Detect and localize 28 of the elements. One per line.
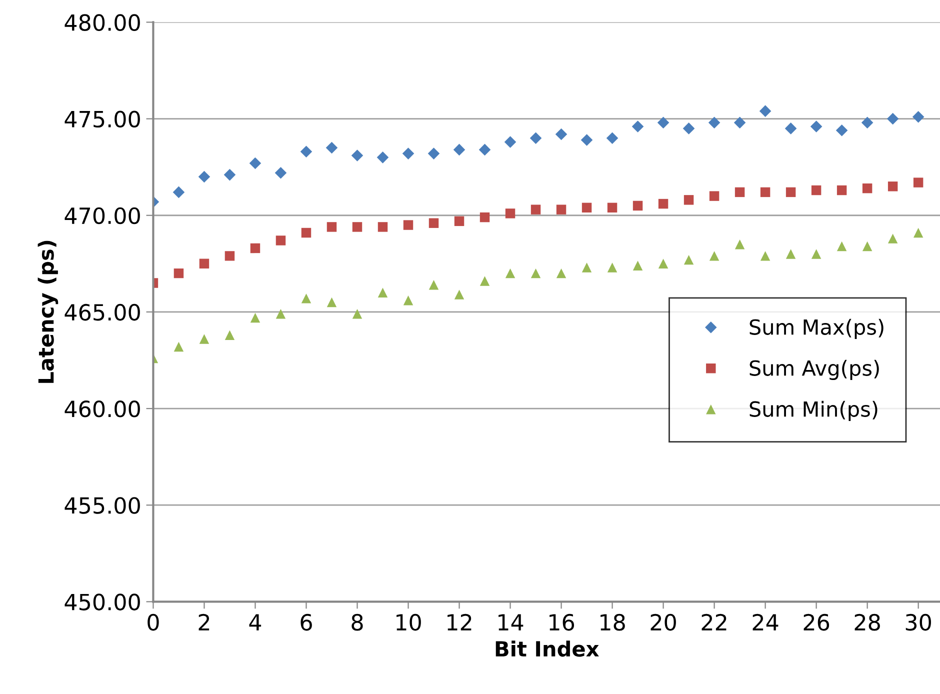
x-tick-label: 8	[352, 614, 363, 631]
y-tick-label: 455.00	[64, 497, 140, 514]
x-tick-label: 28	[854, 614, 880, 631]
legend-label: Sum Max(ps)	[750, 318, 884, 339]
x-tick-label: 2	[198, 614, 210, 630]
x-tick-label: 6	[300, 614, 312, 631]
y-tick-label: 460.00	[64, 400, 140, 418]
y-axis-title: Latency (ps)	[38, 240, 58, 383]
y-tick-label: 480.00	[64, 14, 140, 31]
x-tick-label: 14	[498, 614, 524, 630]
y-tick-label: 475.00	[64, 110, 140, 128]
y-tick-label: 465.00	[64, 304, 140, 321]
y-tick-label: 470.00	[64, 207, 140, 224]
x-tick-label: 20	[650, 614, 676, 631]
x-tick-label: 16	[550, 614, 574, 631]
x-tick-label: 4	[249, 614, 262, 630]
x-tick-label: 22	[702, 614, 726, 630]
x-tick-label: 24	[752, 614, 778, 630]
x-tick-label: 10	[396, 614, 421, 631]
legend-label: Sum Avg(ps)	[750, 360, 879, 380]
legend-label: Sum Min(ps)	[750, 400, 878, 421]
x-tick-label: 26	[804, 614, 830, 631]
y-tick-label: 450.00	[64, 594, 140, 610]
x-tick-label: 0	[148, 614, 159, 631]
x-tick-label: 30	[906, 614, 931, 631]
x-tick-label: 12	[448, 614, 472, 630]
x-axis-title: Bit Index	[496, 640, 599, 657]
x-tick-label: 18	[600, 614, 625, 631]
